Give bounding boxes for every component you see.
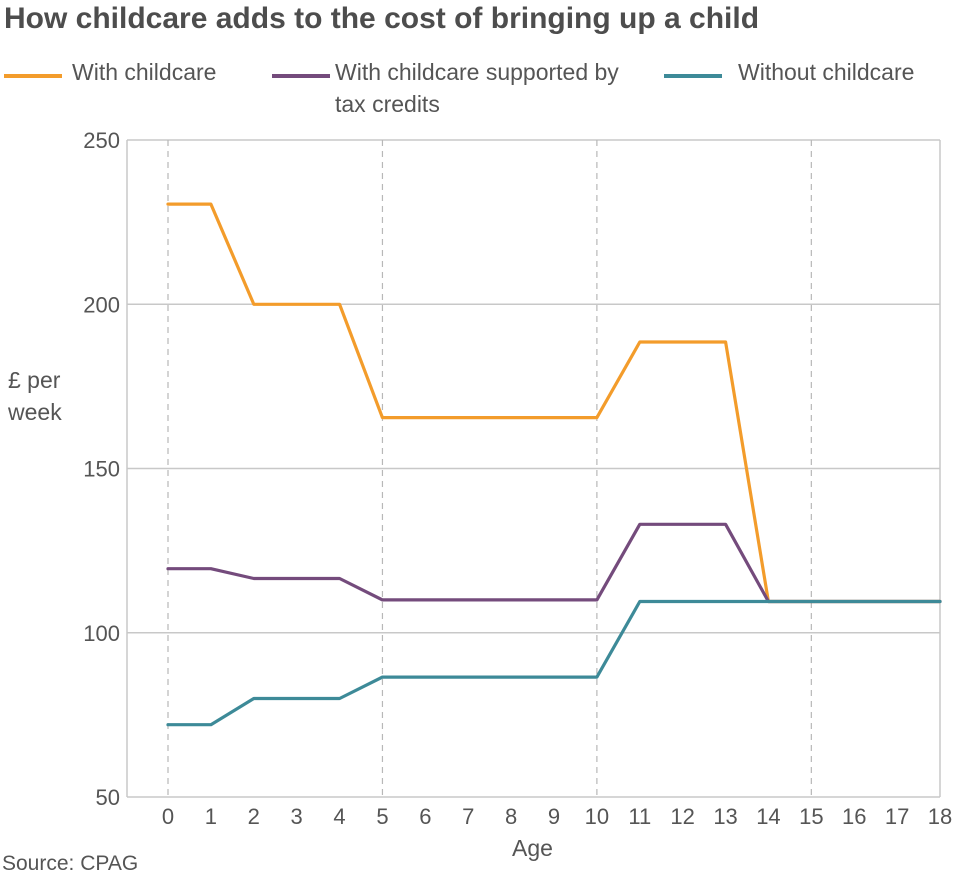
series-line-0 bbox=[166, 202, 942, 604]
x-tick-label: 17 bbox=[885, 804, 909, 829]
x-tick-label: 16 bbox=[842, 804, 866, 829]
x-tick-label: 4 bbox=[333, 804, 345, 829]
y-tick-label: 150 bbox=[83, 457, 120, 482]
x-tick-label: 13 bbox=[713, 804, 737, 829]
series-line-2 bbox=[166, 599, 942, 727]
y-axis-label: £ per week bbox=[8, 367, 62, 425]
x-tick-label: 12 bbox=[670, 804, 694, 829]
x-tick-label: 0 bbox=[162, 804, 174, 829]
series-line-1 bbox=[166, 522, 942, 604]
x-tick-label: 18 bbox=[928, 804, 952, 829]
x-tick-label: 1 bbox=[205, 804, 217, 829]
x-tick-label: 10 bbox=[585, 804, 609, 829]
x-tick-label: 9 bbox=[548, 804, 560, 829]
y-tick-label: 250 bbox=[83, 128, 120, 153]
legend-label-tax-credits: With childcare supported by tax credits bbox=[335, 59, 619, 117]
x-tick-label: 2 bbox=[248, 804, 260, 829]
x-tick-label: 8 bbox=[505, 804, 517, 829]
x-tick-label: 6 bbox=[419, 804, 431, 829]
x-tick-label: 15 bbox=[799, 804, 823, 829]
source-note: Source: CPAG bbox=[2, 852, 139, 875]
legend-label-without-childcare: Without childcare bbox=[738, 59, 915, 85]
y-tick-label: 200 bbox=[83, 292, 120, 317]
chart-title: How childcare adds to the cost of bringi… bbox=[4, 2, 760, 35]
y-tick-label: 50 bbox=[96, 785, 120, 810]
legend-swatch-with-childcare bbox=[4, 74, 62, 78]
x-tick-label: 5 bbox=[376, 804, 388, 829]
x-axis-label: Age bbox=[512, 835, 553, 861]
x-tick-label: 14 bbox=[756, 804, 780, 829]
y-tick-label: 100 bbox=[83, 621, 120, 646]
x-tick-label: 3 bbox=[291, 804, 303, 829]
x-tick-label: 11 bbox=[628, 804, 651, 829]
x-tick-label: 7 bbox=[462, 804, 474, 829]
legend-swatch-tax-credits bbox=[272, 74, 330, 78]
legend-label-with-childcare: With childcare bbox=[72, 59, 217, 85]
legend-swatch-without-childcare bbox=[664, 74, 722, 78]
